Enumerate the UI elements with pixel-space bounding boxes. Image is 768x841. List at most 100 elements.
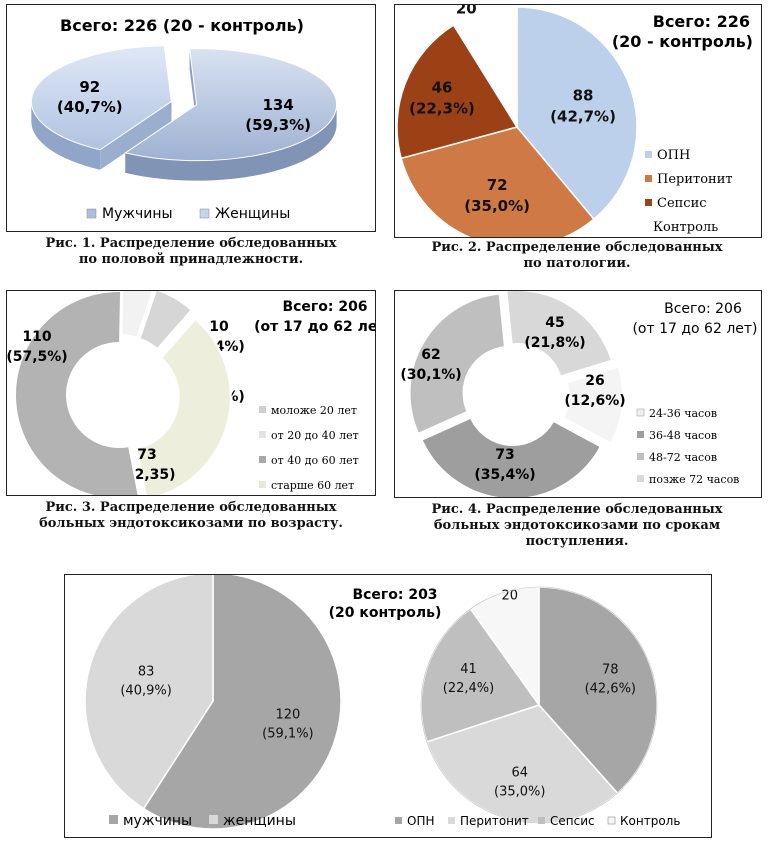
donut-slice-2: [420, 416, 603, 497]
figure-3-panel: 10(4,4%)13(5,8%)73(32,35)110(57,5%) Всег…: [6, 290, 376, 496]
donut-slice-3: [408, 292, 507, 436]
legend-item-control: Контроль: [620, 814, 680, 828]
caption-line: по патологии.: [523, 256, 631, 271]
figure-2-chart: 88 (42,7%) 72 (35,0%) 46 (22,3%) 20 Всего: 226…: [396, 5, 753, 237]
figure-2-caption: Рис. 2. Распределение обследованных по п…: [398, 240, 756, 272]
figure-4-title: Всего: 206: [664, 301, 742, 317]
caption-line: больных эндотоксикозами по возрасту.: [39, 516, 343, 531]
figure-3-chart: 10(4,4%)13(5,8%)73(32,35)110(57,5%) Всег…: [7, 291, 375, 495]
slice-percent-label: (57,5%): [7, 349, 68, 365]
slice-percent-label: (35,4%): [474, 467, 535, 483]
legend-item-opn: ОПН: [657, 148, 690, 163]
slice-value-label: 120: [275, 707, 300, 722]
figure-3-pie: 10(4,4%)13(5,8%)73(32,35)110(57,5%): [7, 291, 245, 495]
caption-line: Рис. 2. Распределение обследованных: [431, 240, 723, 255]
pie-slice-1: [84, 575, 214, 810]
legend-item-sepsis: Сепсис: [657, 196, 707, 211]
figure-5-right-legend: ОПН Перитонит Сепсис Контроль: [395, 814, 680, 828]
pie-slice-2: [396, 24, 519, 160]
donut-slice-1: [562, 365, 624, 445]
figure-3-caption: Рис. 3. Распределение обследованных боль…: [6, 500, 376, 532]
slice-percent-label: (22,3%): [409, 100, 475, 118]
slice-value-label: 88: [573, 87, 594, 105]
figure-1-chart: Всего: 226 (20 - контроль) 134 (59,3%) 92 (…: [30, 16, 338, 222]
figure-1-panel: Всего: 226 (20 - контроль) 134 (59,3%) 92 (…: [6, 4, 376, 232]
figure-2-legend: ОПН Перитонит Сепсис Контроль: [645, 148, 733, 235]
legend-item-24-36: 24-36 часов: [649, 407, 717, 420]
slice-value-label: 20: [456, 5, 477, 17]
slice-percent-label: (22,4%): [443, 681, 494, 696]
slice-value-label: 72: [487, 176, 508, 194]
figure-5-left-legend: мужчины женщины: [109, 813, 296, 829]
slice-percent-label: (12,6%): [564, 393, 625, 409]
figure-5-subtitle: (20 контроль): [329, 605, 442, 621]
legend-item-after-72: позже 72 часов: [649, 473, 739, 486]
figure-2-panel: 88 (42,7%) 72 (35,0%) 46 (22,3%) 20 Всего: 226…: [394, 4, 762, 238]
slice-percent-label: (59,3%): [245, 116, 311, 134]
legend-item-48-72: 48-72 часов: [649, 451, 717, 464]
pie-slice-0: [516, 6, 638, 221]
legend-item-peritonitis: Перитонит: [657, 172, 733, 187]
legend-item-women: Женщины: [215, 206, 290, 222]
figure-5-right-pie: 78 (42,6%) 64 (35,0%) 41 (22,4%) 20: [420, 586, 658, 824]
slice-value-label: 73: [137, 447, 156, 463]
slice-value-label: 73: [495, 447, 514, 463]
pie-slice-3: [452, 6, 518, 130]
legend-item-opn: ОПН: [407, 814, 435, 828]
legend-item-peritonitis: Перитонит: [460, 814, 529, 828]
caption-line: Рис. 1. Распределение обследованных: [45, 236, 337, 251]
figure-4-panel: 45 (21,8%) 26 (12,6%) 73 (35,4%) 62 (30,1%) Все…: [394, 290, 762, 498]
figure-1-legend: Мужчины Женщины: [86, 206, 290, 222]
legend-item-sepsis: Сепсис: [550, 814, 595, 828]
slice-value-label: 20: [501, 589, 518, 604]
slice-percent-label: (59,1%): [262, 726, 313, 741]
pie-slice-side: [125, 104, 337, 181]
slice-value-label: 110: [22, 329, 51, 345]
pie-slice-side: [31, 101, 101, 170]
slice-value-label: 10: [209, 319, 229, 335]
figure-1-caption: Рис. 1. Распределение обследованных по п…: [12, 236, 370, 268]
slice-value-label: 64: [511, 765, 528, 780]
slice-value-label: 83: [138, 665, 155, 680]
donut-slice-3: [14, 291, 140, 495]
legend-item-36-48: 36-48 часов: [649, 429, 717, 442]
slice-percent-label: (42,7%): [550, 108, 616, 126]
slice-percent-label: (42,6%): [585, 681, 636, 696]
figure-4-chart: 45 (21,8%) 26 (12,6%) 73 (35,4%) 62 (30,1%) Все…: [400, 291, 758, 497]
figure-2-subtitle: (20 - контроль): [612, 32, 753, 51]
figure-3-legend: моложе 20 лет от 20 до 40 лет от 40 до 6…: [259, 404, 359, 492]
legend-item-men: Мужчины: [102, 206, 173, 222]
slice-percent-label: (40,7%): [57, 98, 123, 116]
donut-slice-0: [505, 291, 614, 378]
caption-line: поступления.: [525, 534, 629, 549]
slice-value-label: 26: [585, 373, 604, 389]
donut-slice-1: [138, 291, 194, 351]
figure-1-pie: 134 (59,3%) 92 (40,7%): [30, 45, 338, 181]
slice-percent-label: (21,8%): [524, 335, 585, 351]
legend-item-women: женщины: [223, 813, 296, 829]
pie-slice-0: [124, 48, 338, 162]
figure-5-left-pie: 120 (59,1%) 83 (40,9%): [84, 575, 342, 830]
figure-2-title: Всего: 226: [653, 12, 750, 31]
donut-slice-2: [135, 317, 232, 495]
figure-5-panel: Всего: 203 (20 контроль) 120 (59,1%) 83 (40…: [64, 574, 712, 838]
figure-4-subtitle: (от 17 до 62 лет): [632, 321, 757, 337]
legend-item-men: мужчины: [123, 813, 192, 829]
donut-slice-0: [120, 291, 154, 340]
legend-item-over-60: старше 60 лет: [271, 479, 354, 492]
slice-value-label: 92: [79, 78, 100, 96]
figure-4-caption: Рис. 4. Распределение обследованных боль…: [398, 502, 756, 550]
pie-slice-1: [400, 126, 595, 237]
caption-line: Рис. 4. Распределение обследованных: [431, 502, 723, 517]
legend-item-control: Контроль: [653, 220, 718, 235]
figure-4-legend: 24-36 часов 36-48 часов 48-72 часов позж…: [636, 407, 739, 486]
slice-percent-label: (30,1%): [400, 367, 461, 383]
figure-1-title: Всего: 226 (20 - контроль): [60, 16, 304, 35]
figure-3-title: Всего: 206: [282, 299, 367, 315]
figure-5-title: Всего: 203: [352, 587, 437, 603]
figure-3-subtitle: (от 17 до 62 лет): [254, 319, 375, 335]
legend-item-under-20: моложе 20 лет: [271, 404, 357, 417]
slice-percent-label: (35,0%): [464, 197, 530, 215]
slice-value-label: 41: [460, 662, 477, 677]
pie-slice-0: [142, 575, 342, 830]
